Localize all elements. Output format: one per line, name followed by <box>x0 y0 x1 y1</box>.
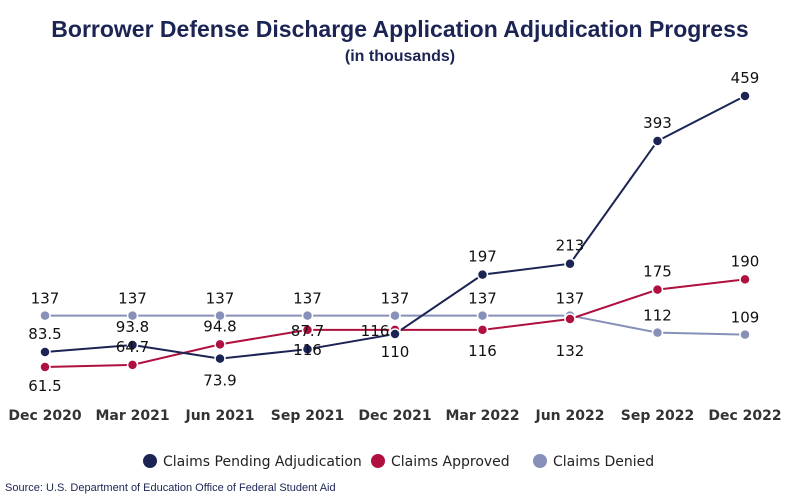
data-point <box>301 324 314 336</box>
x-tick-label: Dec 2022 <box>708 408 781 424</box>
data-label: 190 <box>731 252 760 270</box>
data-point <box>126 339 139 351</box>
data-point <box>476 309 489 322</box>
data-label: 94.8 <box>203 317 236 335</box>
data-label: 116 <box>293 341 322 359</box>
chart-subtitle: (in thousands) <box>344 48 456 65</box>
data-point <box>214 338 226 351</box>
legend-marker <box>371 454 385 468</box>
data-label: 137 <box>118 290 147 308</box>
data-label: 112 <box>643 307 672 325</box>
x-tick-label: Mar 2022 <box>445 408 519 424</box>
legend-label: Claims Denied <box>553 454 654 470</box>
data-point <box>476 268 489 281</box>
x-tick-label: Dec 2021 <box>358 408 431 424</box>
data-label: 213 <box>556 237 585 255</box>
data-point <box>564 257 576 270</box>
data-label: 83.5 <box>28 325 61 343</box>
data-label: 137 <box>293 290 322 308</box>
data-label: 64.7 <box>116 338 149 356</box>
data-label: 393 <box>643 114 672 132</box>
x-tick-label: Sep 2021 <box>271 408 344 424</box>
data-point <box>389 328 401 340</box>
data-label: 73.9 <box>203 372 236 390</box>
plot-area: 137 137 137 137 137 137 137 112 109 61.5 64.7 94.8 1… <box>8 69 781 470</box>
data-point <box>739 328 751 341</box>
x-tick-label: Sep 2022 <box>621 408 694 424</box>
data-label: 116 <box>361 322 390 340</box>
data-label: 459 <box>731 69 760 87</box>
legend-marker <box>533 454 547 468</box>
data-label: 93.8 <box>116 318 149 336</box>
data-point <box>739 273 751 286</box>
data-label: 137 <box>31 290 60 308</box>
legend-marker <box>143 454 157 468</box>
x-tick-label: Dec 2020 <box>8 408 82 424</box>
data-point <box>214 309 226 322</box>
data-label: 87.7 <box>291 322 324 340</box>
data-point <box>564 313 576 325</box>
x-tick-label: Jun 2022 <box>535 408 605 424</box>
data-label: 197 <box>468 248 497 266</box>
data-point <box>651 135 664 147</box>
legend-label: Claims Approved <box>391 454 510 470</box>
data-point <box>651 283 664 296</box>
data-label: 109 <box>731 309 760 327</box>
data-label: 132 <box>556 342 585 360</box>
data-point <box>39 346 51 358</box>
data-label: 137 <box>381 290 410 308</box>
data-point <box>39 309 51 322</box>
x-tick-label: Mar 2021 <box>95 408 169 424</box>
data-point <box>739 90 751 102</box>
data-point <box>301 309 314 322</box>
data-label: 110 <box>381 343 410 361</box>
data-label: 175 <box>643 263 672 281</box>
data-point <box>126 309 139 322</box>
data-point <box>39 361 51 373</box>
data-label: 61.5 <box>28 377 61 395</box>
data-label: 137 <box>556 290 585 308</box>
data-point <box>476 324 489 336</box>
data-label: 116 <box>468 342 497 360</box>
x-tick-label: Jun 2021 <box>185 408 255 424</box>
legend-label: Claims Pending Adjudication <box>163 454 362 470</box>
chart-title: Borrower Defense Discharge Application A… <box>51 16 749 42</box>
data-point <box>126 359 139 371</box>
data-point <box>214 352 226 365</box>
data-point <box>651 326 664 339</box>
data-point <box>301 343 314 355</box>
source-note: Source: U.S. Department of Education Off… <box>5 482 336 494</box>
data-label: 137 <box>206 290 235 308</box>
data-point <box>389 309 401 322</box>
data-label: 137 <box>468 290 497 308</box>
